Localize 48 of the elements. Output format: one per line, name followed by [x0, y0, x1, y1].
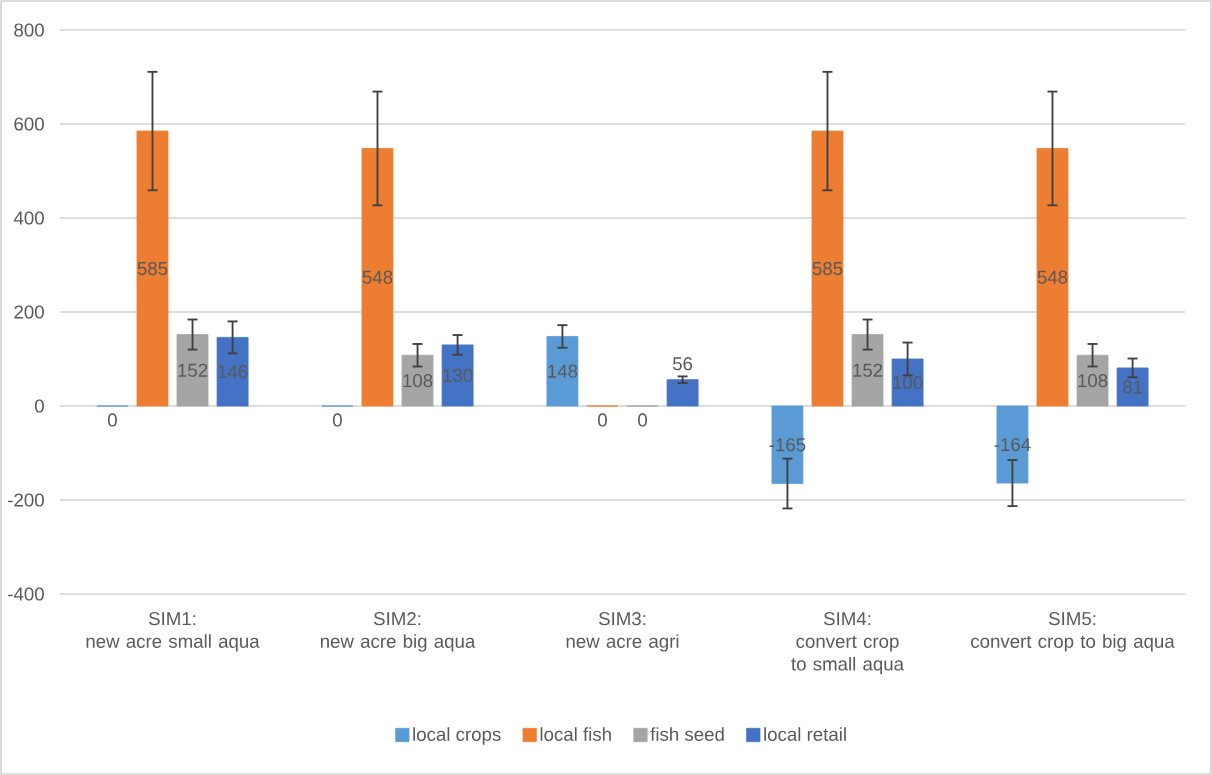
bar	[811, 130, 844, 407]
legend-label: local retail	[764, 727, 846, 741]
y-tick-label: -400	[8, 587, 44, 601]
y-tick-label: 200	[14, 305, 44, 319]
y-tick-label: 400	[13, 211, 44, 225]
bar	[361, 148, 394, 407]
data-label: 152	[853, 363, 883, 377]
bar	[401, 354, 434, 407]
data-label: 0	[332, 413, 342, 427]
bar	[136, 130, 169, 407]
data-label: 108	[403, 374, 433, 388]
y-tick-label: 600	[14, 117, 44, 131]
data-label: 146	[218, 365, 248, 379]
y-tick-label: 800	[14, 23, 44, 37]
data-label: 56	[672, 357, 693, 371]
data-label: 100	[893, 375, 923, 390]
legend-label: local crops	[413, 727, 501, 745]
x-tick-label: SIM2: new acre big aqua	[320, 612, 476, 652]
data-label: 130	[443, 368, 473, 383]
bar	[216, 336, 249, 407]
bar	[851, 334, 884, 407]
data-label: 152	[178, 363, 208, 377]
x-tick-label: SIM4: convert crop to small aqua	[791, 612, 905, 675]
data-label: 148	[548, 364, 578, 378]
bar	[1036, 148, 1069, 407]
data-label: 585	[137, 261, 168, 276]
bar	[1076, 354, 1109, 407]
bar	[891, 358, 924, 407]
legend-label: fish seed	[650, 727, 724, 741]
bar	[176, 334, 209, 407]
bar	[546, 336, 579, 407]
y-tick-label: 0	[34, 399, 44, 413]
data-label: 585	[812, 261, 843, 276]
data-label: 548	[362, 270, 393, 284]
y-tick-label: -200	[8, 493, 44, 507]
x-tick-label: SIM3: new acre agri	[566, 612, 679, 652]
bar	[1116, 367, 1149, 407]
data-label: 0	[598, 413, 607, 427]
bar	[666, 379, 699, 407]
bar	[441, 344, 474, 407]
x-tick-label: SIM5: convert crop to big aqua	[971, 612, 1175, 652]
legend-label: local fish	[540, 727, 611, 741]
data-label: 108	[1078, 374, 1108, 388]
data-label: 548	[1037, 270, 1068, 284]
data-label: 0	[638, 413, 648, 427]
x-tick-label: SIM1: new acre small aqua	[86, 612, 260, 652]
data-label: 0	[107, 413, 117, 427]
data-label: 81	[1123, 380, 1143, 394]
